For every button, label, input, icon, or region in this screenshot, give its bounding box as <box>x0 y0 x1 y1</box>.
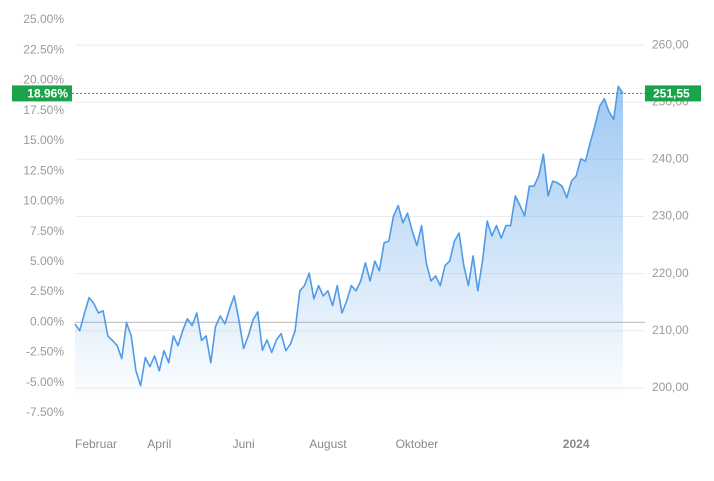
y-tick-label: 2.50% <box>30 284 64 298</box>
price-line <box>74 85 624 387</box>
y-tick-label: 22.50% <box>23 42 64 56</box>
y-tick-label: 15.00% <box>23 133 64 147</box>
y2-tick-label: 260,00 <box>652 37 689 51</box>
y2-tick-label: 230,00 <box>652 209 689 223</box>
x-tick-label: Februar <box>75 437 117 451</box>
y-tick-label: 20.00% <box>23 73 64 87</box>
y-tick-label: 7.50% <box>30 224 64 238</box>
area <box>75 86 623 394</box>
y-tick-label: -7.50% <box>26 405 64 419</box>
y2-tick-label: 240,00 <box>652 152 689 166</box>
current-percent-tag <box>12 85 72 102</box>
y-tick-label: 10.00% <box>23 194 64 208</box>
y-tick-label: -5.00% <box>26 375 64 389</box>
current-price-tag <box>645 85 701 102</box>
x-tick-label: Oktober <box>396 437 439 451</box>
y-tick-label: 25.00% <box>23 12 64 26</box>
y2-tick-label: 210,00 <box>652 323 689 337</box>
y-tick-label: 0.00% <box>30 314 64 328</box>
x-tick-label: April <box>147 437 171 451</box>
x-tick-label: Juni <box>233 437 255 451</box>
y-tick-label: 17.50% <box>23 103 64 117</box>
y-tick-label: 5.00% <box>30 254 64 268</box>
y-tick-label: 12.50% <box>23 163 64 177</box>
x-tick-label: 2024 <box>563 437 590 451</box>
current-percent-label: 18.96% <box>27 87 68 101</box>
y2-tick-label: 220,00 <box>652 266 689 280</box>
y2-tick-label: 200,00 <box>652 380 689 394</box>
y-tick-label: -2.50% <box>26 345 64 359</box>
x-tick-label: August <box>309 437 347 451</box>
current-price-label: 251,55 <box>653 87 690 101</box>
